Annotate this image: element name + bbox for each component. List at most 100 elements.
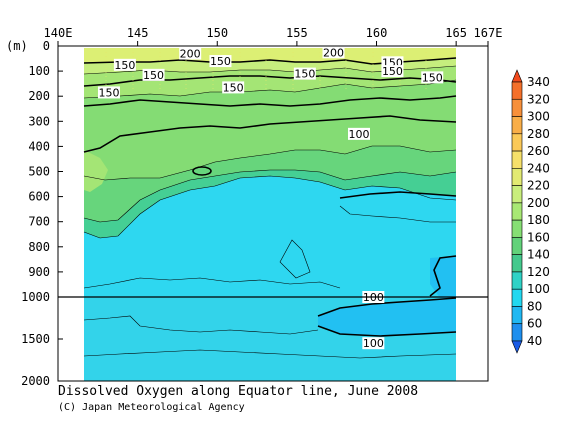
y-tick-label: 500 — [28, 165, 50, 179]
contour-label: 150 — [223, 81, 244, 94]
contour-label: 150 — [294, 68, 315, 81]
contour-blob-500 — [192, 166, 212, 176]
y-axis: 100 200 300 400 500 600 700 800 900 1000 0 1500 2000 — [21, 39, 63, 388]
colorbar-label: 160 — [527, 230, 550, 244]
contour-label-bg — [421, 71, 444, 84]
contour-label: 200 — [180, 48, 201, 61]
contour-150c — [83, 115, 457, 153]
contour-90b — [83, 277, 341, 289]
y-tick-label: 900 — [28, 265, 50, 279]
x-tick-label: 160 — [366, 26, 388, 40]
colorbar-label: 120 — [527, 265, 550, 279]
x-tick-label: 145 — [127, 26, 149, 40]
colorbar-label: 140 — [527, 248, 550, 262]
y-tick-label: 2000 — [21, 374, 50, 388]
contour-label: 150 — [382, 65, 403, 78]
field-right-100 — [340, 192, 456, 222]
x-axis: 140E 145 150 155 160 165 167E — [44, 26, 503, 46]
colorbar-swatch — [511, 306, 523, 325]
y-tick-label: 100 — [28, 64, 50, 78]
contour-label-bg — [222, 81, 245, 94]
contour-label: 150 — [422, 71, 443, 84]
y-tick-label: 300 — [28, 114, 50, 128]
contour-label-bg — [179, 47, 202, 60]
colorbar-swatch — [511, 185, 523, 204]
y-tick-label: 200 — [28, 89, 50, 103]
contour-label-bg — [348, 127, 370, 140]
contour-label: 200 — [323, 46, 344, 59]
y-tick-label: 400 — [28, 139, 50, 153]
colorbar-swatch — [511, 237, 523, 255]
colorbar-cap-top — [511, 69, 523, 83]
x-tick-label: 140E — [44, 26, 73, 40]
colorbar-label: 100 — [527, 282, 550, 296]
colorbar-swatch — [511, 323, 523, 342]
x-tick-label: 155 — [286, 26, 308, 40]
contour-label-bg — [322, 46, 345, 59]
contour-label: 150 — [98, 86, 119, 99]
x-tick-label: 150 — [206, 26, 228, 40]
contour-100c — [429, 255, 457, 297]
colorbar-swatch — [511, 271, 523, 290]
contour-130 — [83, 169, 457, 223]
contour-label-bg — [362, 337, 385, 350]
colorbar-label: 200 — [527, 196, 550, 210]
x-tick-label: 165 — [445, 26, 467, 40]
colorbar-swatch — [511, 150, 523, 169]
contour-label-bg — [97, 86, 120, 99]
contour-90d — [83, 349, 457, 359]
y-tick-label: 0 — [43, 39, 50, 53]
y-tick-label: 1500 — [21, 332, 50, 346]
field-deep-80 — [318, 298, 456, 336]
contour-100d — [317, 297, 457, 317]
contour-label-bg — [381, 65, 404, 78]
plot-frame — [57, 45, 489, 382]
contour-label: 100 — [363, 337, 384, 350]
contour-label: 150 — [114, 59, 135, 72]
colorbar-label: 260 — [527, 144, 550, 158]
contour-label-bg — [293, 67, 316, 80]
colorbar-swatch — [511, 98, 523, 117]
colorbar-label: 40 — [527, 334, 542, 348]
contour-label: 100 — [349, 128, 370, 141]
colorbar-label: 280 — [527, 127, 550, 141]
contour-label-bg — [142, 68, 165, 81]
colorbar-label: 240 — [527, 161, 550, 175]
contour-140 — [83, 145, 457, 181]
colorbar-label: 300 — [527, 110, 550, 124]
y-axis-label: (m) — [6, 39, 28, 53]
contour-90c — [83, 315, 319, 335]
colorbar-swatch — [511, 133, 523, 152]
colorbar: 340 320 300 280 260 240 220 200 180 160 140 120 100 8… — [511, 69, 550, 354]
contour-label-bg — [113, 58, 136, 71]
contour-label: 150 — [210, 55, 231, 68]
y-tick-label: 700 — [28, 215, 50, 229]
colorbar-swatch — [511, 81, 523, 100]
colorbar-label: 320 — [527, 92, 550, 106]
contour-100a — [339, 191, 457, 199]
chart-title: Dissolved Oxygen along Equator line, Jun… — [58, 384, 419, 399]
contour-fields — [84, 48, 456, 381]
contour-label-bg — [209, 55, 232, 68]
field-left-pocket — [84, 150, 108, 192]
y-tick-label: 600 — [28, 190, 50, 204]
colorbar-swatch — [511, 116, 523, 135]
x-tick-label: 167E — [474, 26, 503, 40]
colorbar-swatch — [511, 254, 523, 273]
y-tick-label: 800 — [28, 240, 50, 254]
colorbar-label: 340 — [527, 75, 550, 89]
contour-150b — [83, 95, 457, 107]
contour-100b — [339, 205, 456, 223]
contour-120 — [83, 175, 457, 239]
colorbar-cap-bottom — [511, 340, 523, 354]
colorbar-swatch — [511, 219, 523, 238]
y-tick-label: 1000 — [21, 290, 50, 304]
colorbar-label: 220 — [527, 179, 550, 193]
contour-90 — [279, 239, 311, 279]
chart-credit: (C) Japan Meteorological Agency — [58, 402, 245, 413]
colorbar-swatch — [511, 168, 523, 186]
colorbar-swatch — [511, 288, 523, 307]
contour-100e — [317, 325, 457, 337]
